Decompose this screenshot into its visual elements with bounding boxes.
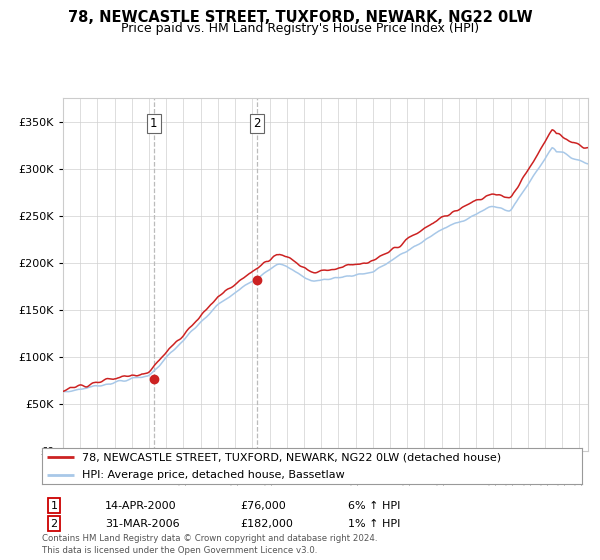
Text: 78, NEWCASTLE STREET, TUXFORD, NEWARK, NG22 0LW (detached house): 78, NEWCASTLE STREET, TUXFORD, NEWARK, N… [83, 452, 502, 462]
Text: 78, NEWCASTLE STREET, TUXFORD, NEWARK, NG22 0LW: 78, NEWCASTLE STREET, TUXFORD, NEWARK, N… [68, 10, 532, 25]
Text: 1% ↑ HPI: 1% ↑ HPI [348, 519, 400, 529]
Text: HPI: Average price, detached house, Bassetlaw: HPI: Average price, detached house, Bass… [83, 470, 345, 480]
Text: 1: 1 [150, 117, 158, 130]
Text: 31-MAR-2006: 31-MAR-2006 [105, 519, 179, 529]
Text: Contains HM Land Registry data © Crown copyright and database right 2024.
This d: Contains HM Land Registry data © Crown c… [42, 534, 377, 555]
Text: Price paid vs. HM Land Registry's House Price Index (HPI): Price paid vs. HM Land Registry's House … [121, 22, 479, 35]
Text: £76,000: £76,000 [240, 501, 286, 511]
Text: 2: 2 [253, 117, 260, 130]
Text: 6% ↑ HPI: 6% ↑ HPI [348, 501, 400, 511]
Text: 14-APR-2000: 14-APR-2000 [105, 501, 176, 511]
Text: 2: 2 [50, 519, 58, 529]
Text: £182,000: £182,000 [240, 519, 293, 529]
Text: 1: 1 [50, 501, 58, 511]
